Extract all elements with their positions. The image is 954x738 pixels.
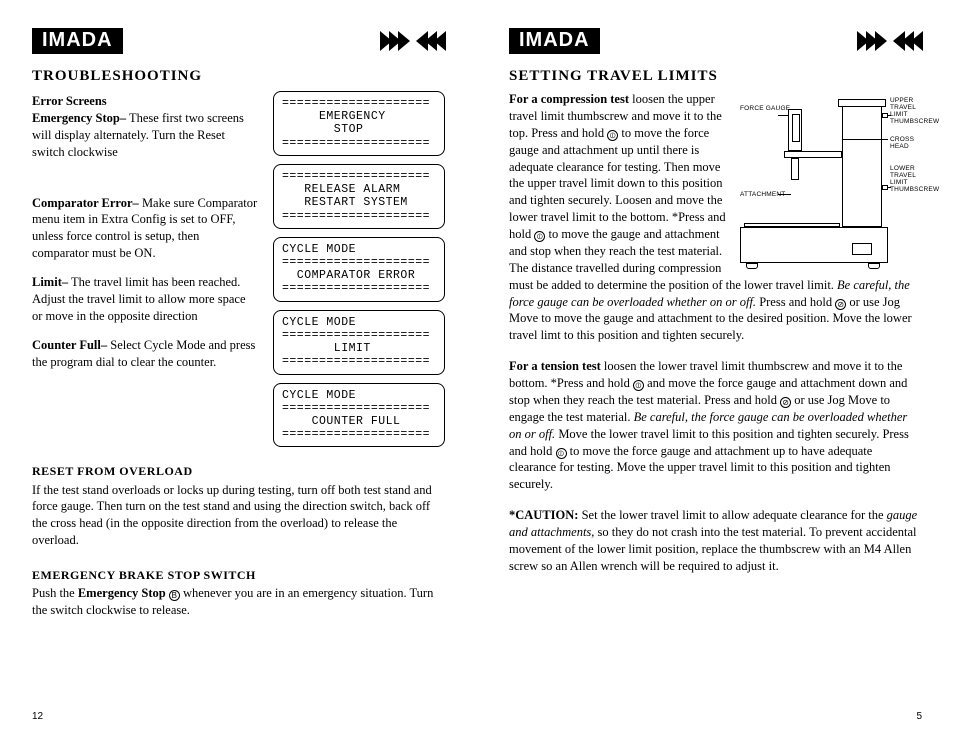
stop-icon: B <box>169 590 180 601</box>
header-bar: IMADA <box>32 28 445 54</box>
page-number: 12 <box>32 711 43 722</box>
diagram: FORCE GAUGE UPPER TRAVEL LIMIT THUMBSCRE… <box>738 91 922 269</box>
heading-reset-overload: RESET FROM OVERLOAD <box>32 463 445 479</box>
jog-icon: ⊘ <box>780 397 791 408</box>
reset-section: RESET FROM OVERLOAD If the test stand ov… <box>32 455 445 549</box>
error-screens-section: Error Screens Emergency Stop– These firs… <box>32 91 445 455</box>
lcd-column: ==================== EMERGENCY STOP=====… <box>273 91 445 455</box>
text-reset-overload: If the test stand overloads or locks up … <box>32 482 445 550</box>
page-number: 5 <box>916 711 922 722</box>
up-icon: ⦶ <box>556 448 567 459</box>
label-lower-thumbscrew: LOWER TRAVEL LIMIT THUMBSCREW <box>890 165 926 194</box>
heading-troubleshooting: TROUBLESHOOTING <box>32 68 445 85</box>
label-emergency-stop: Emergency Stop– <box>32 111 126 125</box>
para-counter: Counter Full– Select Cycle Mode and pres… <box>32 337 259 371</box>
para-emergency-stop: Emergency Stop– These first two screens … <box>32 110 259 161</box>
para-limit: Limit– The travel limit has been reached… <box>32 274 259 325</box>
header-bar: IMADA <box>509 28 922 54</box>
label-force-gauge: FORCE GAUGE <box>740 105 790 112</box>
down-icon: ⦶ <box>534 231 545 242</box>
lcd-screen: ==================== EMERGENCY STOP=====… <box>273 91 445 156</box>
label-limit: Limit– <box>32 275 68 289</box>
lcd-screen: CYCLE MODE==================== COUNTER F… <box>273 383 445 448</box>
heading-ebrake: EMERGENCY BRAKE STOP SWITCH <box>32 567 445 583</box>
down-icon: ⦶ <box>633 380 644 391</box>
chevrons <box>600 28 922 54</box>
page-left: IMADA TROUBLESHOOTING Error Screens Emer… <box>0 0 477 738</box>
page-right: IMADA SETTING TRAVEL LIMITS FORCE GAUG <box>477 0 954 738</box>
subheading-error-screens: Error Screens <box>32 93 259 110</box>
caution-section: *CAUTION: Set the lower travel limit to … <box>509 507 922 575</box>
ebrake-section: EMERGENCY BRAKE STOP SWITCH Push the Eme… <box>32 559 445 619</box>
label-cross-head: CROSS HEAD <box>890 136 922 150</box>
heading-travel-limits: SETTING TRAVEL LIMITS <box>509 68 922 85</box>
jog-icon: ⊘ <box>835 299 846 310</box>
chevrons <box>123 28 445 54</box>
brand-logo: IMADA <box>509 28 600 54</box>
up-icon: ⦶ <box>607 130 618 141</box>
lcd-screen: CYCLE MODE==================== COMPARATO… <box>273 237 445 302</box>
tension-section: For a tension test loosen the lower trav… <box>509 358 922 493</box>
heading-compression: For a compression test <box>509 92 629 106</box>
compression-section: FORCE GAUGE UPPER TRAVEL LIMIT THUMBSCRE… <box>509 91 922 344</box>
label-comparator: Comparator Error– <box>32 196 139 210</box>
label-upper-thumbscrew: UPPER TRAVEL LIMIT THUMBSCREW <box>890 97 926 126</box>
para-comparator: Comparator Error– Make sure Comparator m… <box>32 195 259 263</box>
text-ebrake: Push the Emergency Stop B whenever you a… <box>32 585 445 619</box>
heading-tension: For a tension test <box>509 359 601 373</box>
label-caution: *CAUTION: <box>509 508 578 522</box>
label-counter: Counter Full– <box>32 338 107 352</box>
lcd-screen: ==================== RELEASE ALARM RESTA… <box>273 164 445 229</box>
brand-logo: IMADA <box>32 28 123 54</box>
lcd-screen: CYCLE MODE==================== LIMIT====… <box>273 310 445 375</box>
